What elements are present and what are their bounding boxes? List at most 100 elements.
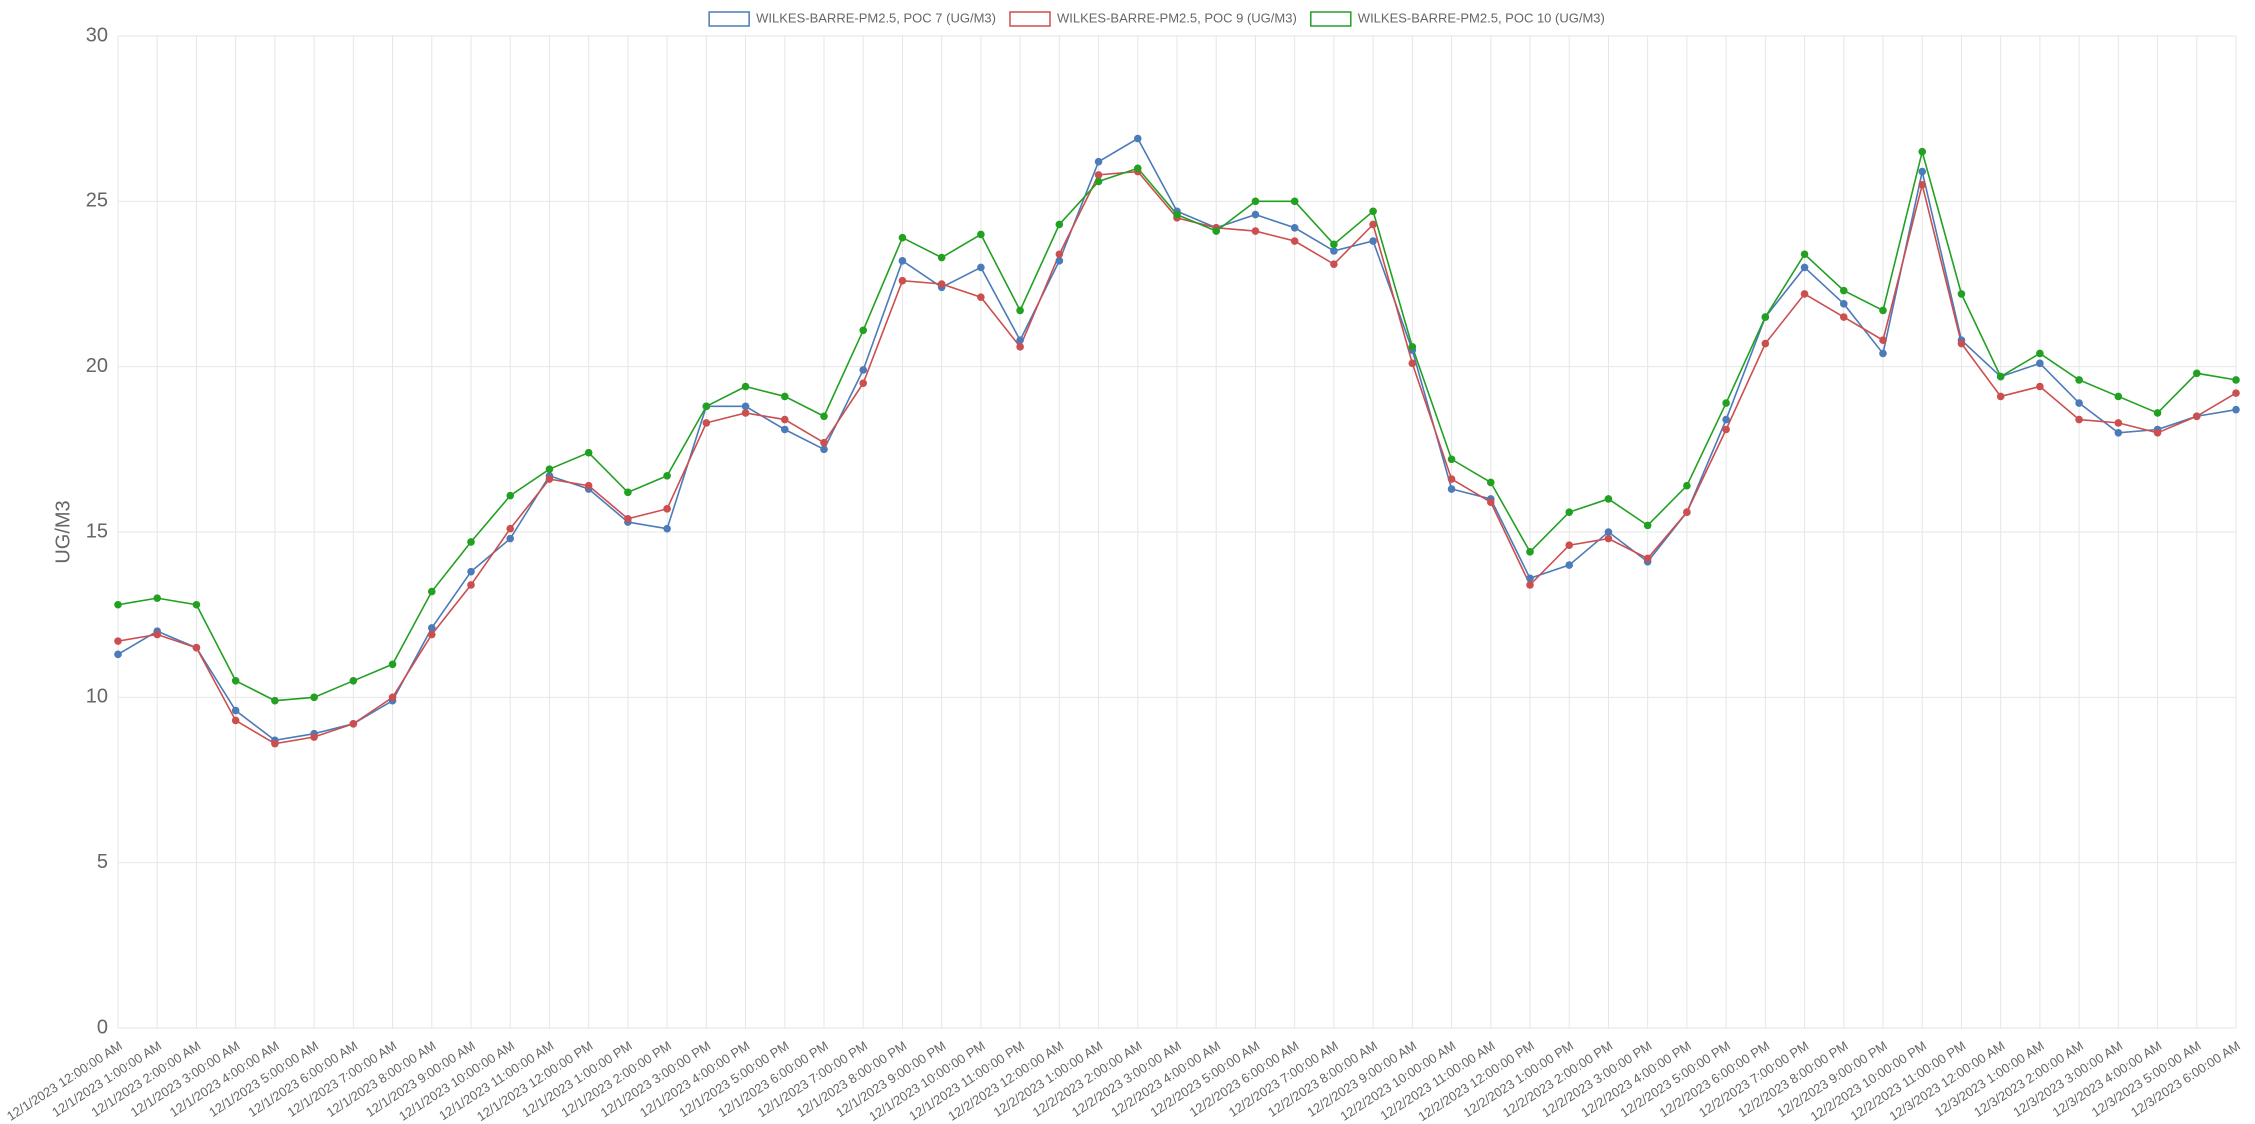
data-point	[1761, 313, 1770, 321]
legend-swatch	[1310, 11, 1352, 27]
data-point	[1526, 581, 1534, 589]
y-tick-label: 10	[86, 686, 108, 708]
data-point	[1447, 485, 1456, 493]
data-point	[1643, 521, 1652, 530]
data-point	[820, 445, 828, 454]
data-point	[1722, 415, 1730, 424]
data-point	[1133, 134, 1142, 143]
data-point	[2232, 376, 2240, 384]
data-point	[1251, 210, 1260, 219]
data-point	[545, 465, 554, 473]
data-point	[1330, 240, 1338, 249]
data-point	[820, 412, 828, 421]
data-point	[1251, 227, 1260, 235]
y-tick-label: 30	[86, 24, 108, 46]
data-point	[2036, 382, 2044, 391]
data-point	[2036, 349, 2044, 358]
data-point	[898, 257, 907, 265]
data-point	[1526, 548, 1534, 556]
data-point	[2114, 392, 2123, 401]
legend-item: WILKES-BARRE-PM2.5, POC 7 (UG/M3)	[708, 10, 996, 27]
data-point	[780, 425, 789, 434]
data-point	[1447, 475, 1456, 483]
data-point	[388, 660, 397, 669]
data-point	[349, 719, 358, 728]
data-point	[1055, 220, 1064, 229]
data-point	[937, 253, 946, 262]
data-point	[467, 581, 475, 589]
data-point	[898, 233, 907, 242]
y-tick-label: 25	[86, 190, 108, 212]
data-point	[1722, 399, 1730, 407]
data-point	[1879, 306, 1887, 315]
data-point	[231, 716, 240, 725]
data-point	[1839, 300, 1848, 308]
data-point	[2036, 359, 2044, 368]
data-point	[310, 693, 318, 702]
data-point	[1839, 286, 1848, 295]
data-point	[1408, 359, 1417, 368]
y-tick-label: 15	[86, 520, 108, 542]
data-point	[2114, 429, 2123, 437]
data-point	[584, 481, 593, 490]
data-point	[1996, 372, 2005, 381]
data-point	[506, 524, 515, 533]
data-point	[2153, 429, 2162, 437]
data-point	[1918, 181, 1927, 189]
data-point	[2075, 415, 2083, 424]
data-point	[1447, 455, 1456, 464]
data-point	[1643, 554, 1652, 563]
data-point	[1094, 171, 1103, 179]
data-point	[271, 739, 279, 748]
data-point	[1486, 498, 1495, 507]
data-point	[2192, 369, 2201, 378]
data-point	[2114, 419, 2123, 427]
data-point	[1879, 349, 1887, 358]
data-point	[1604, 534, 1613, 543]
data-point	[584, 448, 593, 457]
data-point	[1330, 260, 1338, 268]
data-point	[624, 488, 632, 497]
y-tick-label: 5	[97, 851, 108, 873]
data-point	[977, 293, 985, 302]
data-point	[1330, 247, 1338, 255]
data-point	[114, 637, 122, 645]
data-point	[1486, 478, 1495, 487]
data-point	[780, 392, 789, 401]
data-point	[741, 409, 750, 417]
legend: WILKES-BARRE-PM2.5, POC 7 (UG/M3) WILKES-…	[708, 10, 1605, 27]
data-point	[1722, 425, 1730, 434]
data-point	[741, 382, 750, 391]
data-point	[859, 379, 868, 388]
data-point	[1055, 250, 1064, 259]
data-point	[2192, 412, 2201, 421]
data-point	[1565, 508, 1574, 516]
data-point	[1957, 339, 1966, 348]
data-point	[1094, 177, 1103, 186]
data-point	[780, 415, 789, 424]
data-point	[1016, 306, 1024, 315]
data-point	[898, 276, 907, 285]
data-point	[1173, 210, 1181, 219]
data-point	[271, 696, 279, 705]
data-point	[702, 402, 711, 411]
data-point	[2075, 376, 2083, 384]
data-point	[467, 567, 475, 576]
data-point	[1016, 336, 1024, 345]
data-point	[467, 538, 475, 546]
data-point	[1879, 336, 1887, 345]
y-axis-title: UG/M3	[52, 500, 74, 563]
legend-swatch	[1009, 11, 1051, 27]
legend-label: WILKES-BARRE-PM2.5, POC 10 (UG/M3)	[1358, 10, 1605, 25]
data-point	[231, 706, 240, 715]
data-point	[1290, 197, 1299, 206]
data-point	[1290, 237, 1299, 245]
data-point	[741, 402, 750, 411]
data-point	[1604, 495, 1613, 503]
data-point	[192, 643, 201, 652]
legend-label: WILKES-BARRE-PM2.5, POC 9 (UG/M3)	[1057, 10, 1297, 25]
data-point	[2232, 389, 2240, 397]
legend-item: WILKES-BARRE-PM2.5, POC 9 (UG/M3)	[1009, 10, 1297, 27]
data-point	[231, 677, 240, 685]
